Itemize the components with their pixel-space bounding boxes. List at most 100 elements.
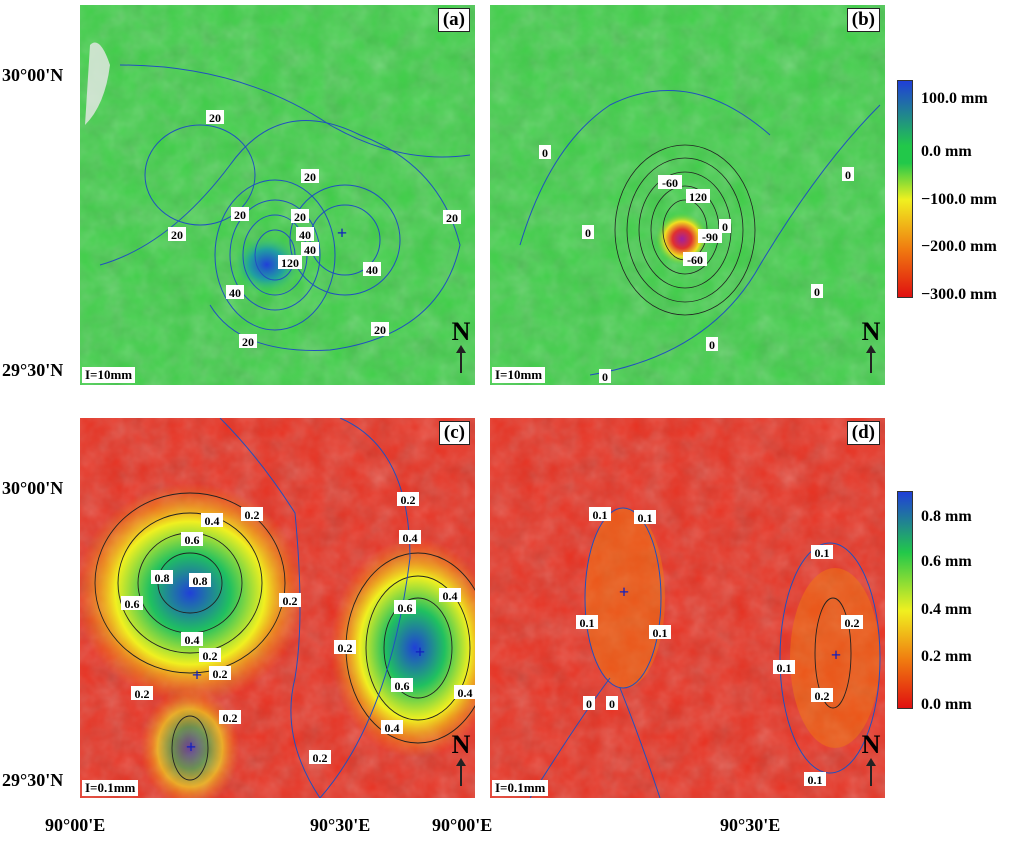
contour-line <box>584 507 662 689</box>
contour-label: 0.4 <box>458 686 473 700</box>
panel-d-svg: 0.1 0.1 0.1 0.1 0 0 0.1 0.2 0.1 0.2 0.1 … <box>490 418 885 798</box>
contour-label: 0.4 <box>385 721 400 735</box>
source-marker: + <box>186 737 196 757</box>
panel-a-svg: 20 20 20 20 20 20 20 40 40 40 40 120 20 … <box>80 5 475 385</box>
colorbar-label: 0.4 mm <box>921 601 972 618</box>
north-arrow: N <box>451 732 471 792</box>
contour-label: 120 <box>689 190 707 204</box>
contour-line <box>383 597 453 699</box>
panel-label: (a) <box>437 8 470 32</box>
contour-label: 0.2 <box>203 649 218 663</box>
contour-line <box>144 124 256 226</box>
contour-label: 0.2 <box>338 641 353 655</box>
contour-label: 0.2 <box>313 751 328 765</box>
contour-label: 0.4 <box>205 514 220 528</box>
contour-label: 0.2 <box>245 508 260 522</box>
contour-label: 0.4 <box>443 589 458 603</box>
displacement-peak <box>790 568 880 748</box>
contour-label: -60 <box>662 176 678 190</box>
displacement-peak <box>80 483 305 703</box>
source-marker: + <box>415 642 425 662</box>
contour-label: 0.2 <box>283 594 298 608</box>
contour-label: 0 <box>602 370 608 384</box>
colorbar-error <box>897 491 913 709</box>
lon-label-mid-c: 90°30'E <box>310 815 371 835</box>
panel-label: (b) <box>846 8 880 32</box>
colorbar-label: −100.0 mm <box>921 191 997 208</box>
contour-label: 0.2 <box>815 689 830 703</box>
contour-label: 0.1 <box>777 661 792 675</box>
contour-interval: I=10mm <box>492 367 546 383</box>
contour-label: 120 <box>281 256 299 270</box>
panel-label: (c) <box>438 421 470 445</box>
contour-label: 0 <box>814 285 820 299</box>
lat-label-bottom-c: 29°30'N <box>2 770 64 790</box>
contour-label: 0.6 <box>125 597 140 611</box>
contour-label: 0 <box>586 697 592 711</box>
lon-label-mid-d: 90°30'E <box>720 815 781 835</box>
contour-label: 20 <box>234 208 246 222</box>
contour-line <box>319 418 411 798</box>
panel-c-map: 0.2 0.4 0.6 0.8 0.8 0.6 0.2 0.2 0.4 0.2 … <box>80 418 475 798</box>
colorbar-displacement <box>897 80 913 298</box>
contour-label: 0 <box>722 220 728 234</box>
contour-line <box>117 512 263 654</box>
north-arrow: N <box>861 319 881 379</box>
contour-label: 0.1 <box>815 546 830 560</box>
source-marker: + <box>619 582 629 602</box>
lat-label-bottom-a: 29°30'N <box>2 360 64 380</box>
lat-label-top-a: 30°00'N <box>2 65 64 85</box>
contour-label: 0.8 <box>155 571 170 585</box>
panel-b-svg: 0 0 0 0 0 0 -60 120 -90 -60 0 <box>490 5 885 385</box>
north-arrow: N <box>451 319 471 379</box>
contour-label: 0.2 <box>223 711 238 725</box>
contour-label: 0 <box>609 697 615 711</box>
contour-label: 40 <box>229 286 241 300</box>
displacement-peak <box>585 508 665 688</box>
panel-d-map: 0.1 0.1 0.1 0.1 0 0 0.1 0.2 0.1 0.2 0.1 … <box>490 418 885 798</box>
colorbar-label: 0.0 mm <box>921 696 972 713</box>
contour-line <box>171 715 209 781</box>
panel-a-map: 20 20 20 20 20 20 20 40 40 40 40 120 20 … <box>80 5 475 385</box>
lon-label-left: 90°00'E <box>45 815 106 835</box>
colorbar-label: −300.0 mm <box>921 286 997 303</box>
contour-label: 0.1 <box>638 511 653 525</box>
contour-line <box>614 144 756 316</box>
contour-interval: I=10mm <box>82 367 136 383</box>
displacement-peak <box>610 155 760 305</box>
contour-line <box>94 492 286 674</box>
displacement-peak <box>190 175 350 315</box>
contour-label: 20 <box>304 170 316 184</box>
contour-label: 40 <box>299 228 311 242</box>
contour-label: 0 <box>585 226 591 240</box>
contour-line <box>365 575 471 721</box>
contour-line <box>229 199 321 311</box>
colorbar-label: 0.2 mm <box>921 648 972 665</box>
contour-line <box>99 120 461 351</box>
contour-line <box>626 157 744 303</box>
contour-line <box>289 184 401 296</box>
contour-label: 0.6 <box>185 533 200 547</box>
source-marker: + <box>192 665 202 685</box>
contour-label: 0 <box>542 146 548 160</box>
source-marker: + <box>831 645 841 665</box>
contour-label: 20 <box>242 335 254 349</box>
panel-b-map: 0 0 0 0 0 0 -60 120 -90 -60 0 (b) I=10mm… <box>490 5 885 385</box>
contour-label: 20 <box>209 111 221 125</box>
colorbar-label: −200.0 mm <box>921 238 997 255</box>
contour-label: 20 <box>294 210 306 224</box>
contour-interval: I=0.1mm <box>492 780 549 796</box>
contour-line <box>119 64 471 158</box>
lat-label-top-c: 30°00'N <box>2 478 64 498</box>
epicenter-marker: + <box>337 223 347 243</box>
contour-label: 20 <box>446 211 458 225</box>
contour-label: 0.2 <box>135 687 150 701</box>
contour-label: 20 <box>171 228 183 242</box>
contour-line <box>589 104 881 376</box>
contour-line <box>814 597 852 709</box>
north-arrow: N <box>861 732 881 792</box>
contour-label: 0.1 <box>580 616 595 630</box>
contour-line <box>519 89 771 246</box>
displacement-peak <box>140 688 240 798</box>
contour-label: 0.1 <box>653 626 668 640</box>
